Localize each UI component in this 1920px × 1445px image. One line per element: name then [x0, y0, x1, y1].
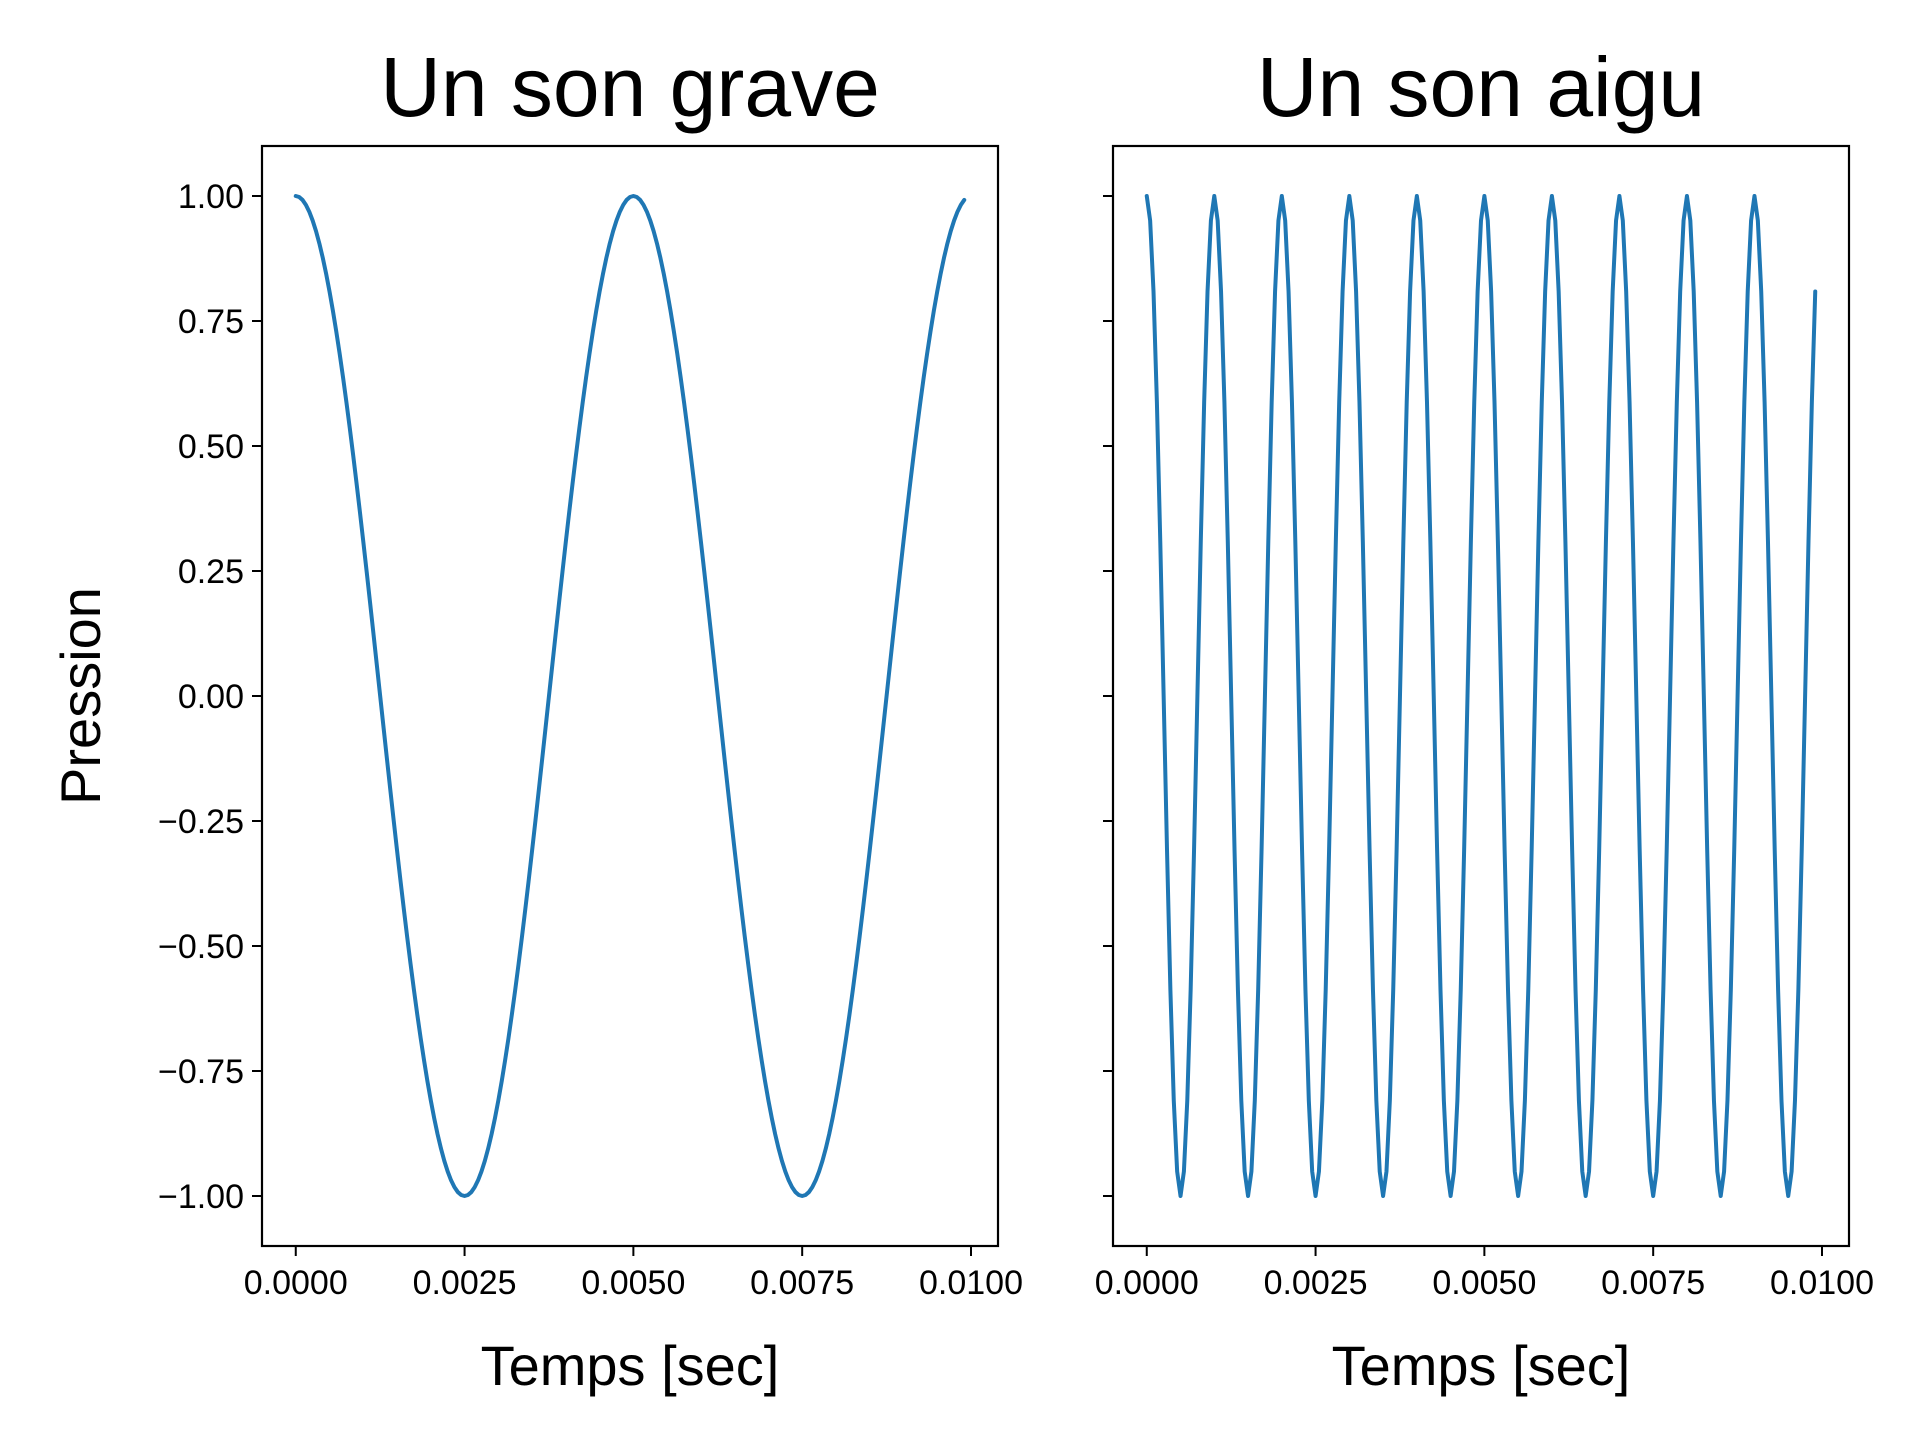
x-tick-label: 0.0000: [244, 1264, 348, 1302]
y-tick-label: −0.75: [158, 1053, 244, 1091]
subplot-1: 0.0000 0.0025 0.0050 0.0075 0.0100 1.00 0.75 0.…: [49, 40, 1023, 1397]
subplot-2: 0.0000 0.0025 0.0050 0.0075 0.0100 Un son aig…: [1095, 40, 1874, 1397]
y-axis-title: Pression: [49, 587, 112, 805]
x-tick-label: 0.0100: [1770, 1264, 1874, 1302]
x-tick-label: 0.0000: [1095, 1264, 1199, 1302]
y-tick-label: 0.00: [178, 678, 244, 716]
y-tick-label: 0.75: [178, 303, 244, 341]
y-tick-label: −0.50: [158, 928, 244, 966]
x-axis-title: Temps [sec]: [1332, 1334, 1631, 1397]
y-tick-label: −0.25: [158, 803, 244, 841]
chart-title: Un son grave: [380, 40, 880, 134]
y-tick-label: 0.50: [178, 428, 244, 466]
y-tick-label: 0.25: [178, 553, 244, 591]
series-line-1: [293, 194, 967, 1198]
x-tick-label: 0.0025: [413, 1264, 517, 1302]
y-tick-label: −1.00: [158, 1178, 244, 1216]
series-line-1: [1144, 194, 1818, 1198]
x-tick-label: 0.0075: [1601, 1264, 1705, 1302]
x-tick-label: 0.0100: [919, 1264, 1023, 1302]
x-tick-label: 0.0025: [1264, 1264, 1368, 1302]
x-tick-label: 0.0075: [750, 1264, 854, 1302]
chart-title: Un son aigu: [1257, 40, 1705, 134]
y-tick-label: 1.00: [178, 178, 244, 216]
x-tick-label: 0.0050: [581, 1264, 685, 1302]
x-tick-label: 0.0050: [1432, 1264, 1536, 1302]
x-axis-title: Temps [sec]: [481, 1334, 780, 1397]
